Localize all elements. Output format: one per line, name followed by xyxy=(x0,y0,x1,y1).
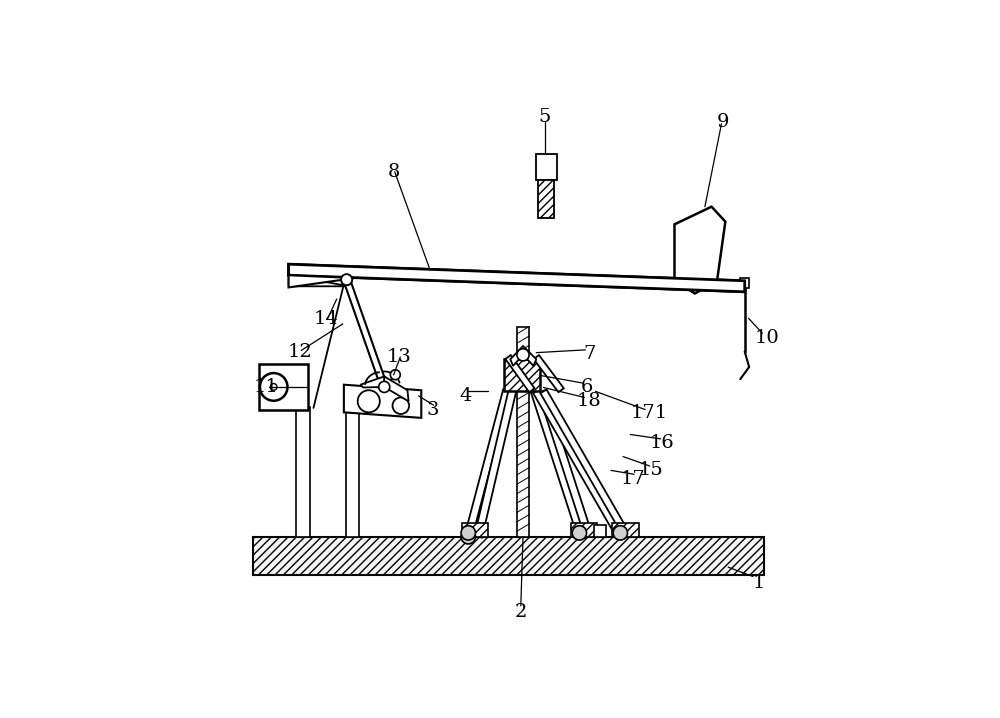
Text: 14: 14 xyxy=(314,310,339,328)
Circle shape xyxy=(390,370,400,380)
Bar xyxy=(259,364,308,409)
Text: 12: 12 xyxy=(287,342,312,360)
Bar xyxy=(346,407,359,537)
Polygon shape xyxy=(289,264,347,276)
Text: 15: 15 xyxy=(638,462,663,480)
Circle shape xyxy=(517,349,529,361)
Text: 16: 16 xyxy=(649,434,674,452)
Text: 11: 11 xyxy=(254,378,279,396)
Polygon shape xyxy=(505,355,535,392)
Polygon shape xyxy=(384,376,409,401)
Bar xyxy=(462,523,488,537)
Polygon shape xyxy=(344,385,421,418)
Bar xyxy=(504,359,540,391)
Text: 1: 1 xyxy=(752,574,765,592)
Circle shape xyxy=(461,526,475,540)
Polygon shape xyxy=(289,275,355,287)
Text: 2: 2 xyxy=(515,604,527,622)
Circle shape xyxy=(270,383,277,391)
Text: 17: 17 xyxy=(621,470,645,488)
Polygon shape xyxy=(534,355,564,392)
Polygon shape xyxy=(289,275,349,286)
Polygon shape xyxy=(540,390,631,538)
Polygon shape xyxy=(465,389,511,538)
Text: 13: 13 xyxy=(387,348,412,366)
Polygon shape xyxy=(474,389,516,538)
Text: 5: 5 xyxy=(538,108,551,126)
Polygon shape xyxy=(531,390,585,538)
Text: 4: 4 xyxy=(459,387,472,405)
Circle shape xyxy=(358,390,380,412)
Polygon shape xyxy=(289,264,745,292)
Polygon shape xyxy=(674,207,725,294)
Circle shape xyxy=(461,530,475,544)
Bar xyxy=(253,537,764,575)
Circle shape xyxy=(572,526,587,540)
Text: 9: 9 xyxy=(716,113,729,131)
Bar xyxy=(517,327,529,537)
Text: 171: 171 xyxy=(631,404,668,422)
Circle shape xyxy=(341,274,352,285)
Text: 8: 8 xyxy=(387,163,400,181)
Text: 7: 7 xyxy=(584,345,596,363)
Bar xyxy=(538,180,554,218)
Bar xyxy=(740,278,749,288)
Circle shape xyxy=(393,398,409,414)
Polygon shape xyxy=(289,264,745,292)
Text: 18: 18 xyxy=(576,392,601,410)
Bar xyxy=(612,523,639,537)
Polygon shape xyxy=(344,279,387,388)
Bar xyxy=(594,525,606,537)
Circle shape xyxy=(613,526,627,540)
Text: 6: 6 xyxy=(581,378,593,396)
Bar xyxy=(536,154,557,180)
Polygon shape xyxy=(360,376,385,388)
Text: 10: 10 xyxy=(754,329,779,347)
Circle shape xyxy=(379,381,390,393)
Polygon shape xyxy=(510,346,536,366)
Circle shape xyxy=(260,373,287,401)
Circle shape xyxy=(341,274,352,285)
Polygon shape xyxy=(538,390,592,538)
Bar xyxy=(571,523,597,537)
Text: 3: 3 xyxy=(426,401,439,419)
Polygon shape xyxy=(533,390,623,538)
Bar xyxy=(296,407,310,537)
